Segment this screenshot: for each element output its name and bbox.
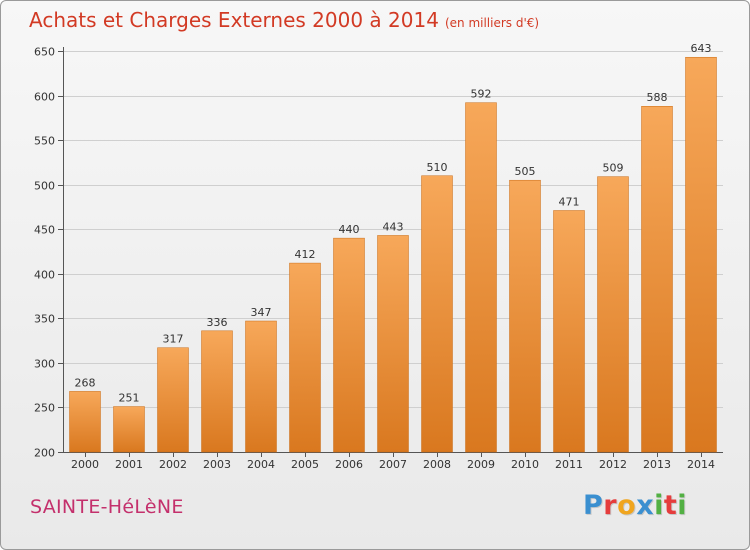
y-tick-label: 550 (34, 135, 55, 148)
y-tick-label: 500 (34, 180, 55, 193)
y-tick-label: 450 (34, 224, 55, 237)
y-tick-label: 650 (34, 46, 55, 59)
x-tick-label: 2007 (379, 458, 407, 471)
data-label: 510 (427, 161, 448, 174)
y-tick-label: 300 (34, 358, 55, 371)
logo-letter: o (617, 490, 637, 521)
y-tick-label: 600 (34, 91, 55, 104)
bar (553, 210, 585, 453)
bar (201, 330, 233, 453)
x-tick-label: 2008 (423, 458, 451, 471)
logo-letter: t (663, 490, 678, 521)
x-tick-label: 2009 (467, 458, 495, 471)
chart-title-text: Achats et Charges Externes 2000 à 2014 (29, 8, 439, 32)
x-tick-label: 2014 (687, 458, 715, 471)
data-label: 509 (603, 162, 624, 175)
data-label: 251 (119, 392, 140, 405)
y-tick-label: 350 (34, 313, 55, 326)
x-tick-label: 2001 (115, 458, 143, 471)
axes (58, 47, 723, 457)
data-label: 440 (339, 223, 360, 236)
bar (69, 391, 101, 453)
data-label: 592 (471, 88, 492, 101)
x-tick-label: 2011 (555, 458, 583, 471)
chart-subtitle: (en milliers d'€) (444, 16, 540, 30)
bar (421, 175, 453, 453)
data-label: 347 (251, 306, 272, 319)
bar (465, 102, 497, 453)
logo-letter: i (677, 490, 688, 521)
data-label: 588 (647, 91, 668, 104)
bar (289, 262, 321, 453)
bar (597, 176, 629, 453)
data-label: 268 (75, 376, 96, 389)
bar (157, 347, 189, 453)
x-tick-label: 2006 (335, 458, 363, 471)
data-label: 336 (207, 316, 228, 329)
location-name: SAINTE-HéLèNE (30, 496, 184, 518)
data-label: 505 (515, 165, 536, 178)
bar (641, 105, 673, 453)
x-tick-label: 2002 (159, 458, 187, 471)
x-tick-label: 2010 (511, 458, 539, 471)
y-tick-label: 250 (34, 402, 55, 415)
proxiti-logo: Proxiti (583, 490, 687, 521)
data-label: 412 (295, 248, 316, 261)
bar (377, 235, 409, 453)
y-tick-label: 400 (34, 269, 55, 282)
x-tick-label: 2012 (599, 458, 627, 471)
data-label: 471 (559, 196, 580, 209)
chart-title: Achats et Charges Externes 2000 à 2014 (e… (29, 8, 539, 32)
bar (245, 320, 277, 453)
x-tick-label: 2004 (247, 458, 275, 471)
bar (113, 406, 145, 453)
bar (333, 237, 365, 453)
bar (509, 179, 541, 453)
x-tick-label: 2003 (203, 458, 231, 471)
labels: 200 250 300 350 400 450 500 550 600 650 268 2000 251… (34, 42, 715, 471)
logo-letter: P (583, 490, 604, 521)
x-tick-label: 2013 (643, 458, 671, 471)
data-label: 317 (163, 333, 184, 346)
data-label: 643 (691, 42, 712, 55)
bars (69, 56, 717, 453)
x-tick-label: 2000 (71, 458, 99, 471)
logo-letter: x (636, 490, 655, 521)
x-tick-label: 2005 (291, 458, 319, 471)
y-tick-label: 200 (34, 447, 55, 460)
logo-letter: i (654, 490, 664, 521)
logo-letter: r (603, 490, 618, 521)
bar (685, 56, 717, 453)
data-label: 443 (383, 220, 404, 233)
